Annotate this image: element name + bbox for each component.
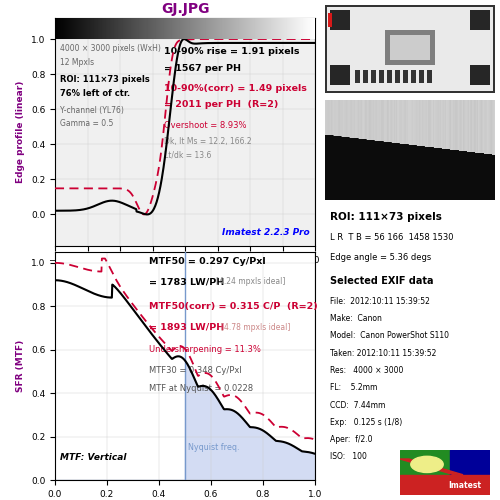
X-axis label: Pixels (Vertical): Pixels (Vertical) — [142, 270, 229, 280]
Text: Gamma = 0.5: Gamma = 0.5 — [60, 120, 114, 128]
Text: [4.78 mpxls ideal]: [4.78 mpxls ideal] — [222, 322, 291, 332]
Text: Y-channel (YL76): Y-channel (YL76) — [60, 106, 124, 115]
Text: 10-90%(corr) = 1.49 pixels: 10-90%(corr) = 1.49 pixels — [164, 84, 307, 93]
Text: 11-Oct-2012 18:28:25: 11-Oct-2012 18:28:25 — [229, 27, 312, 36]
Text: Overshoot = 8.93%: Overshoot = 8.93% — [164, 120, 246, 130]
Bar — [450, 450, 490, 475]
Text: Taken: 2012:10:11 15:39:52: Taken: 2012:10:11 15:39:52 — [330, 348, 436, 358]
Text: Model:  Canon PowerShot S110: Model: Canon PowerShot S110 — [330, 332, 449, 340]
Text: ROI: 111×73 pixels: ROI: 111×73 pixels — [330, 212, 442, 222]
Text: File:  2012:10:11 15:39:52: File: 2012:10:11 15:39:52 — [330, 297, 430, 306]
Text: ISO:   100: ISO: 100 — [330, 452, 367, 461]
Text: MTF30 = 0.348 Cy/Pxl: MTF30 = 0.348 Cy/Pxl — [148, 366, 242, 375]
Text: Edge profile: Vertical: Edge profile: Vertical — [60, 26, 168, 35]
Text: 12 Mpxls: 12 Mpxls — [60, 58, 94, 67]
Text: MTF50(corr) = 0.315 C/P  (R=2): MTF50(corr) = 0.315 C/P (R=2) — [148, 302, 318, 311]
Text: Imatest 2.2.3 Pro: Imatest 2.2.3 Pro — [222, 228, 310, 237]
Text: Imatest: Imatest — [448, 482, 482, 490]
Text: Undersharpening = 11.3%: Undersharpening = 11.3% — [148, 346, 260, 354]
Text: Lt/dk = 13.6: Lt/dk = 13.6 — [164, 150, 212, 159]
Text: = 2011 per PH  (R=2): = 2011 per PH (R=2) — [164, 100, 278, 109]
Bar — [400, 450, 450, 475]
Text: = 1783 LW/PH: = 1783 LW/PH — [148, 277, 224, 286]
Text: = 1893 LW/PH: = 1893 LW/PH — [148, 322, 224, 332]
Text: MTF: Vertical: MTF: Vertical — [60, 453, 126, 462]
Text: ROI: 111×73 pixels: ROI: 111×73 pixels — [60, 75, 150, 84]
Text: 10-90% rise = 1.91 pixels: 10-90% rise = 1.91 pixels — [164, 46, 300, 56]
Text: 4000 × 3000 pixels (WxH): 4000 × 3000 pixels (WxH) — [60, 44, 161, 53]
Text: Aper:  f/2.0: Aper: f/2.0 — [330, 435, 372, 444]
Bar — [400, 475, 490, 495]
Text: Make:  Canon: Make: Canon — [330, 314, 382, 323]
Text: Selected EXIF data: Selected EXIF data — [330, 276, 434, 286]
Text: Exp:   0.125 s (1/8): Exp: 0.125 s (1/8) — [330, 418, 402, 426]
Text: Edge angle = 5.36 degs: Edge angle = 5.36 degs — [330, 254, 431, 262]
Y-axis label: Edge profile (linear): Edge profile (linear) — [16, 81, 26, 183]
Text: Res:   4000 × 3000: Res: 4000 × 3000 — [330, 366, 404, 375]
Text: = 1567 per PH: = 1567 per PH — [164, 64, 241, 72]
Text: L R  T B = 56 166  1458 1530: L R T B = 56 166 1458 1530 — [330, 232, 454, 241]
Circle shape — [411, 456, 443, 472]
Text: CCD:  7.44mm: CCD: 7.44mm — [330, 400, 386, 409]
Text: 76% left of ctr.: 76% left of ctr. — [60, 88, 130, 98]
Text: MTF at Nyquist = 0.0228: MTF at Nyquist = 0.0228 — [148, 384, 252, 393]
Y-axis label: SFR (MTF): SFR (MTF) — [16, 340, 26, 392]
Polygon shape — [400, 459, 463, 475]
Text: MTF50 = 0.297 Cy/Pxl: MTF50 = 0.297 Cy/Pxl — [148, 256, 265, 266]
Text: Nyquist freq.: Nyquist freq. — [188, 443, 239, 452]
Text: GJ.JPG: GJ.JPG — [161, 2, 209, 16]
Text: FL:    5.2mm: FL: 5.2mm — [330, 383, 378, 392]
Text: [4.24 mpxls ideal]: [4.24 mpxls ideal] — [216, 277, 286, 286]
Text: Dk, lt Ms = 12.2, 166.2: Dk, lt Ms = 12.2, 166.2 — [164, 136, 252, 145]
